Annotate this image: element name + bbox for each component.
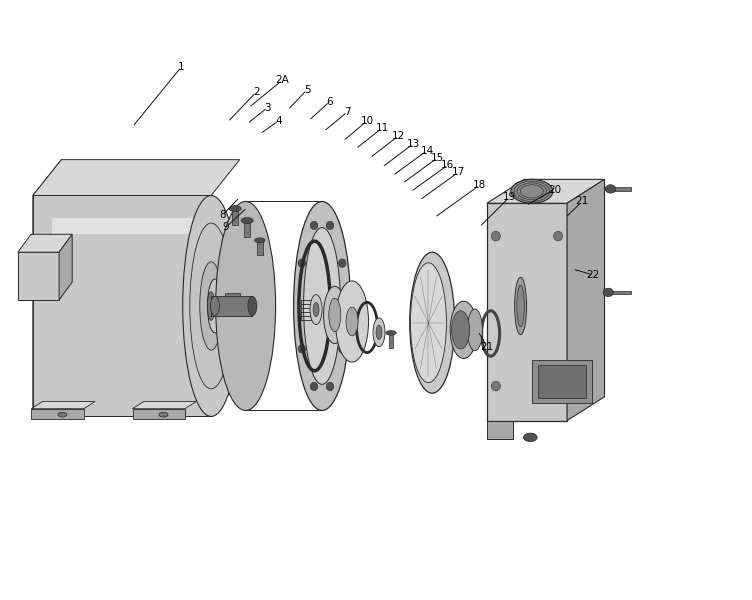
- Polygon shape: [487, 421, 513, 439]
- Ellipse shape: [338, 344, 346, 353]
- Polygon shape: [567, 179, 605, 421]
- Ellipse shape: [183, 196, 240, 416]
- Text: 7: 7: [344, 107, 351, 117]
- Polygon shape: [18, 235, 72, 252]
- Ellipse shape: [338, 259, 346, 268]
- Polygon shape: [487, 179, 605, 203]
- Ellipse shape: [329, 298, 341, 332]
- Polygon shape: [389, 333, 393, 348]
- Text: 4: 4: [275, 116, 282, 126]
- Text: 18: 18: [473, 181, 486, 190]
- Ellipse shape: [326, 382, 334, 391]
- Text: 5: 5: [304, 85, 311, 95]
- Ellipse shape: [553, 232, 562, 241]
- Ellipse shape: [208, 279, 223, 333]
- Text: 6: 6: [326, 97, 333, 107]
- Text: 9: 9: [223, 222, 229, 232]
- Ellipse shape: [376, 325, 382, 340]
- Polygon shape: [132, 409, 185, 419]
- Polygon shape: [52, 218, 204, 234]
- Text: 22: 22: [587, 270, 600, 280]
- Ellipse shape: [553, 381, 562, 391]
- Text: 16: 16: [441, 160, 454, 170]
- Ellipse shape: [468, 309, 482, 351]
- Ellipse shape: [200, 262, 223, 350]
- Ellipse shape: [514, 277, 526, 335]
- Ellipse shape: [346, 307, 358, 336]
- Ellipse shape: [208, 292, 215, 320]
- Text: 21: 21: [575, 196, 589, 206]
- Ellipse shape: [511, 179, 553, 203]
- Polygon shape: [32, 401, 95, 409]
- Ellipse shape: [311, 221, 318, 230]
- Ellipse shape: [491, 232, 500, 241]
- Ellipse shape: [58, 412, 67, 417]
- Polygon shape: [487, 203, 567, 421]
- Text: 1: 1: [178, 62, 184, 72]
- Polygon shape: [33, 196, 211, 416]
- Text: 13: 13: [407, 139, 420, 149]
- Polygon shape: [33, 160, 62, 416]
- Ellipse shape: [523, 433, 537, 442]
- Ellipse shape: [386, 331, 396, 335]
- Ellipse shape: [517, 285, 524, 327]
- Polygon shape: [33, 160, 240, 196]
- Ellipse shape: [304, 227, 341, 385]
- Text: 20: 20: [547, 185, 561, 194]
- Polygon shape: [33, 380, 240, 416]
- Ellipse shape: [491, 381, 500, 391]
- Polygon shape: [225, 293, 240, 296]
- Text: 14: 14: [420, 146, 434, 155]
- Ellipse shape: [326, 221, 334, 230]
- Polygon shape: [32, 409, 83, 419]
- Ellipse shape: [335, 281, 368, 362]
- Text: 21: 21: [481, 341, 493, 352]
- Ellipse shape: [298, 344, 305, 353]
- Ellipse shape: [605, 185, 616, 193]
- Ellipse shape: [313, 302, 319, 317]
- Ellipse shape: [216, 202, 275, 410]
- Polygon shape: [257, 240, 263, 255]
- Polygon shape: [244, 221, 250, 236]
- Polygon shape: [132, 401, 196, 409]
- Polygon shape: [232, 209, 238, 225]
- Ellipse shape: [410, 252, 455, 393]
- Ellipse shape: [255, 238, 265, 242]
- Ellipse shape: [211, 296, 220, 316]
- Ellipse shape: [603, 288, 614, 296]
- Polygon shape: [538, 365, 586, 398]
- Ellipse shape: [248, 296, 257, 316]
- Ellipse shape: [159, 412, 168, 417]
- Text: 2A: 2A: [275, 75, 290, 85]
- Text: 12: 12: [392, 131, 405, 141]
- Text: 15: 15: [431, 153, 444, 163]
- Ellipse shape: [311, 382, 318, 391]
- Text: 3: 3: [264, 103, 271, 113]
- Polygon shape: [611, 187, 632, 191]
- Ellipse shape: [310, 295, 322, 325]
- Polygon shape: [59, 235, 72, 300]
- Ellipse shape: [190, 223, 232, 389]
- Ellipse shape: [298, 259, 305, 268]
- Ellipse shape: [241, 218, 253, 224]
- Ellipse shape: [323, 286, 346, 344]
- Ellipse shape: [411, 263, 447, 383]
- Text: 10: 10: [360, 116, 374, 126]
- Polygon shape: [608, 290, 631, 294]
- Polygon shape: [18, 252, 59, 300]
- Polygon shape: [532, 360, 592, 403]
- Text: 2: 2: [253, 87, 259, 97]
- Ellipse shape: [229, 206, 241, 212]
- Ellipse shape: [373, 318, 385, 347]
- Ellipse shape: [452, 311, 470, 349]
- Text: 11: 11: [375, 123, 389, 133]
- Text: 17: 17: [452, 167, 465, 177]
- Text: 19: 19: [503, 192, 516, 202]
- Polygon shape: [211, 296, 253, 316]
- Ellipse shape: [293, 202, 350, 410]
- Text: 8: 8: [219, 210, 226, 220]
- Ellipse shape: [450, 301, 478, 359]
